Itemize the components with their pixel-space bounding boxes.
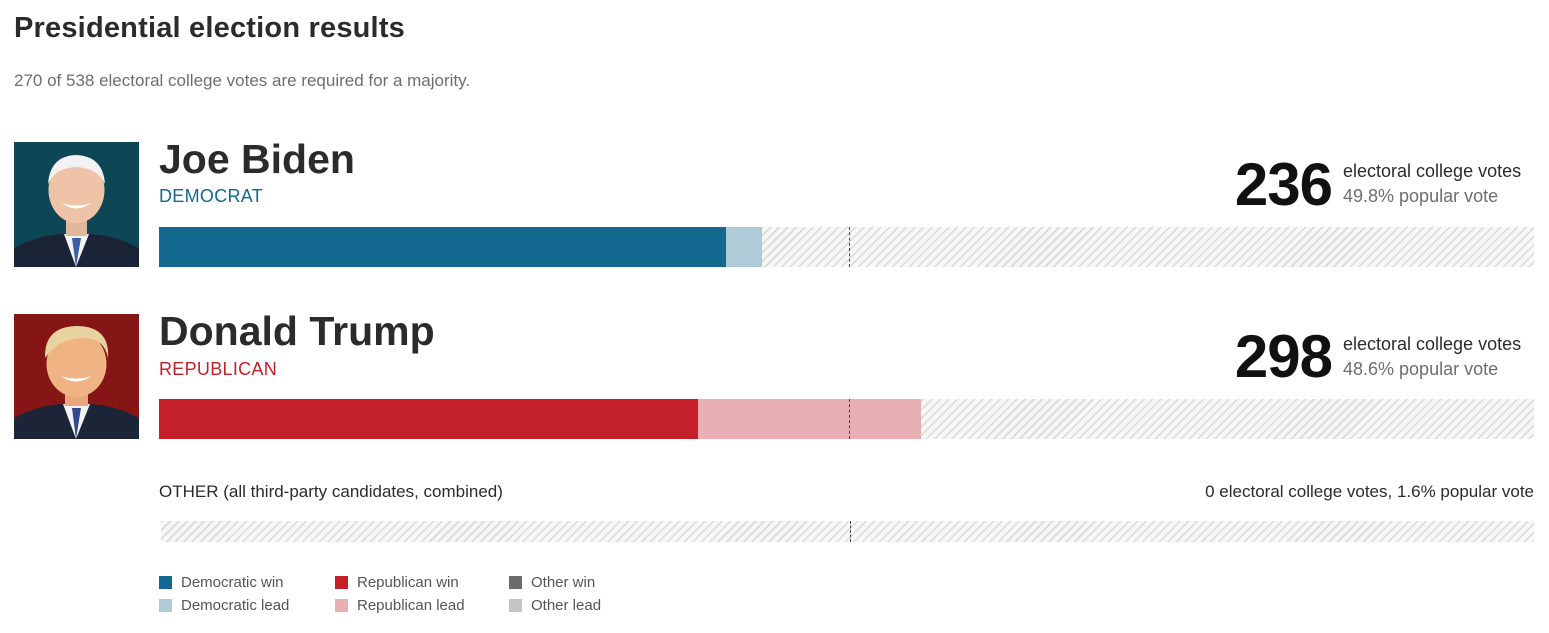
legend-swatch [159, 599, 172, 612]
other-candidates-summary: 0 electoral college votes, 1.6% popular … [1205, 482, 1534, 501]
popular-vote-biden: 49.8% popular vote [1343, 186, 1499, 206]
ev-label-trump: electoral college votes [1343, 334, 1522, 354]
majority-line [850, 521, 852, 542]
electoral-votes-biden: 236 [1234, 151, 1333, 218]
legend-swatch [159, 576, 172, 589]
candidate-name-trump: Donald Trump [159, 308, 435, 354]
legend-swatch [335, 576, 348, 589]
majority-line [849, 399, 851, 439]
other-candidates-label: OTHER (all third-party candidates, combi… [159, 482, 503, 501]
legend-label: Other lead [531, 597, 602, 614]
popular-vote-trump: 48.6% popular vote [1343, 359, 1499, 379]
legend-item-republican-lead: Republican lead [335, 597, 465, 614]
legend-item-republican-win: Republican win [335, 574, 459, 591]
legend-item-democratic-lead: Democratic lead [159, 597, 289, 614]
legend-item-other-lead: Other lead [509, 597, 601, 614]
candidate-name-biden: Joe Biden [159, 136, 355, 182]
page-title: Presidential election results [14, 12, 405, 44]
legend-swatch [509, 599, 522, 612]
trump-bar [159, 399, 1534, 439]
legend-item-democratic-win: Democratic win [159, 574, 284, 591]
other-bar [161, 521, 1534, 542]
legend-label: Other win [531, 574, 596, 591]
biden-bar [159, 227, 1534, 267]
legend-label: Republican lead [357, 597, 465, 614]
bar-segment-democratic-lead [726, 227, 763, 267]
bar-segment-democratic-win [159, 227, 727, 267]
party-label-republican: REPUBLICAN [159, 359, 278, 379]
electoral-votes-trump: 298 [1234, 323, 1333, 390]
bar-segment-republican-win [159, 399, 699, 439]
legend-label: Democratic win [181, 574, 284, 591]
trump-portrait-icon [14, 314, 139, 439]
legend-label: Republican win [357, 574, 459, 591]
legend-swatch [335, 599, 348, 612]
majority-line [849, 227, 851, 267]
legend-swatch [509, 576, 522, 589]
legend-item-other-win: Other win [509, 574, 595, 591]
ev-label-biden: electoral college votes [1343, 161, 1522, 181]
page-subtitle: 270 of 538 electoral college votes are r… [14, 71, 471, 90]
biden-portrait-icon [14, 142, 139, 267]
party-label-democrat: DEMOCRAT [159, 186, 264, 206]
legend-label: Democratic lead [181, 597, 290, 614]
bar-segment-republican-lead [698, 399, 921, 439]
